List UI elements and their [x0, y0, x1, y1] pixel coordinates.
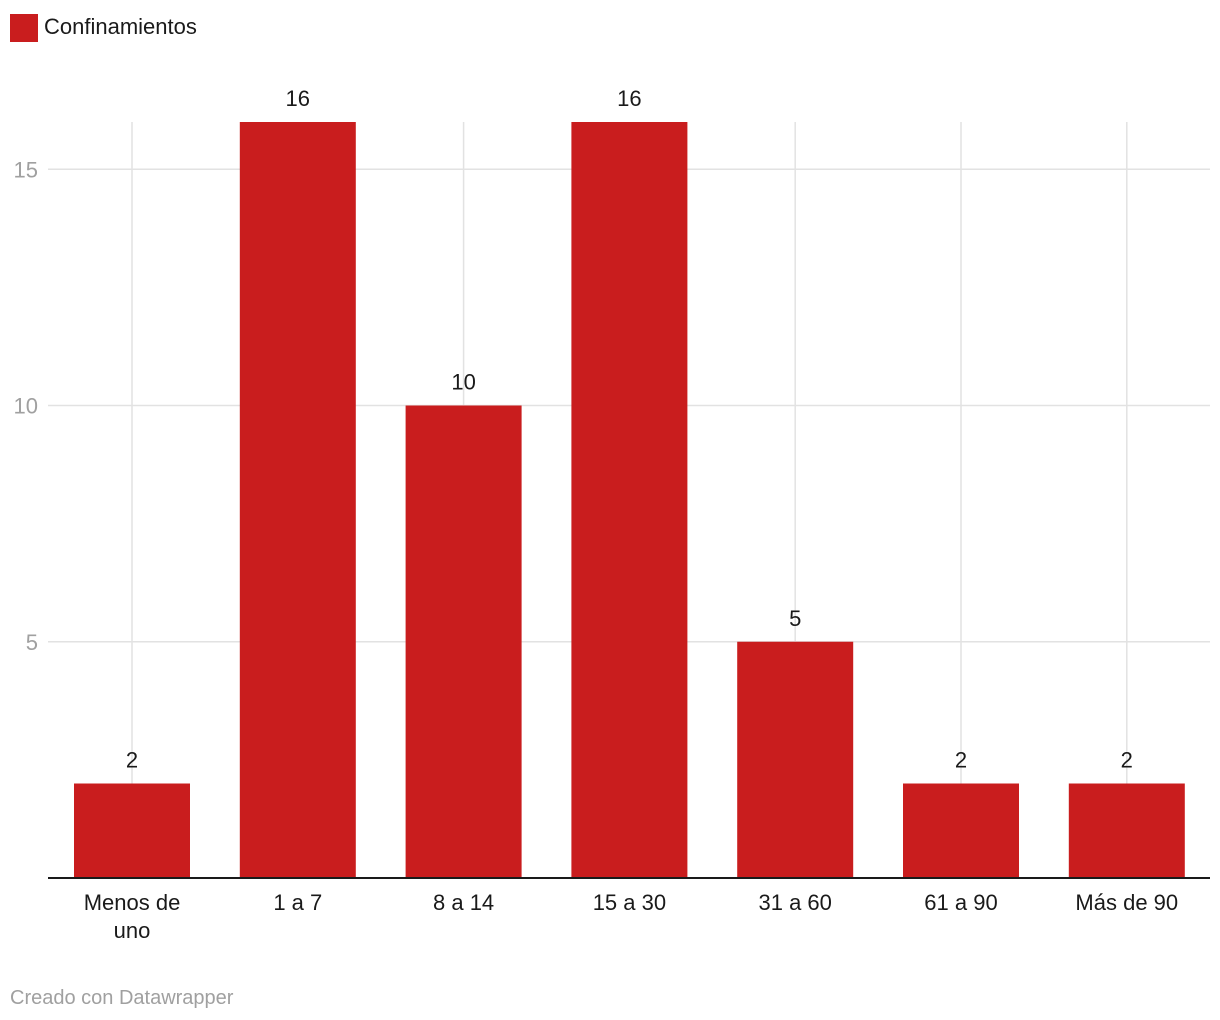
- legend-swatch: [10, 14, 38, 42]
- x-tick-label-line: uno: [114, 918, 151, 943]
- y-tick-label: 5: [26, 630, 38, 655]
- y-axis-ticks: 5 10 15: [14, 157, 38, 655]
- x-tick-label-line: 15 a 30: [593, 890, 666, 915]
- bar: [903, 783, 1019, 878]
- x-tick-label-line: Menos de: [84, 890, 181, 915]
- bar: [405, 405, 522, 878]
- x-tick-label-line: 31 a 60: [758, 890, 831, 915]
- bar: [239, 122, 356, 878]
- x-tick-label-line: Más de 90: [1075, 890, 1178, 915]
- x-tick-label: 61 a 90: [924, 890, 997, 915]
- x-tick-label: 8 a 14: [433, 890, 494, 915]
- value-label: 10: [451, 370, 475, 395]
- bar: [571, 122, 688, 878]
- value-label: 5: [789, 606, 801, 631]
- y-tick-label: 10: [14, 394, 38, 419]
- bar: [1068, 783, 1185, 878]
- x-axis-labels: Menos de uno 1 a 7 8 a 14 15 a 30 31 a 60 61 a…: [84, 890, 1178, 943]
- value-label: 2: [126, 748, 138, 773]
- x-tick-label-line: 61 a 90: [924, 890, 997, 915]
- legend-label: Confinamientos: [44, 14, 197, 39]
- value-label: 2: [1121, 748, 1133, 773]
- bar: [74, 783, 190, 878]
- value-label: 2: [955, 748, 967, 773]
- value-label: 16: [286, 86, 310, 111]
- x-tick-label: 1 a 7: [273, 890, 322, 915]
- x-tick-label-line: 1 a 7: [273, 890, 322, 915]
- value-label: 16: [617, 86, 641, 111]
- x-tick-label-line: 8 a 14: [433, 890, 494, 915]
- x-tick-label: 31 a 60: [758, 890, 831, 915]
- value-labels: 2 16 10 16 5 2 2: [126, 86, 1133, 773]
- legend: Confinamientos: [10, 14, 197, 42]
- y-tick-label: 15: [14, 157, 38, 182]
- bar: [737, 641, 854, 878]
- bars: [74, 122, 1185, 878]
- credit-text: Creado con Datawrapper: [10, 987, 234, 1009]
- x-tick-label: Menos de uno: [84, 890, 181, 943]
- x-tick-label: Más de 90: [1075, 890, 1178, 915]
- x-tick-label: 15 a 30: [593, 890, 666, 915]
